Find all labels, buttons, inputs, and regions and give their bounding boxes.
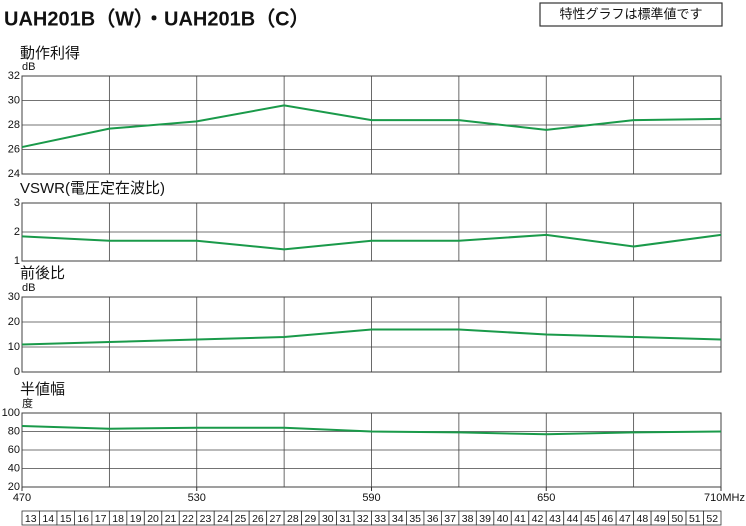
channel-label: 20: [147, 513, 159, 525]
channel-label: 35: [409, 513, 421, 525]
channel-label: 49: [654, 513, 666, 525]
y-tick-label: 28: [8, 119, 20, 131]
channel-label: 25: [235, 513, 247, 525]
channel-label: 48: [637, 513, 649, 525]
y-tick-label: 80: [8, 425, 20, 437]
x-tick-label: 710MHz: [704, 492, 745, 504]
data-line: [21, 328, 722, 346]
x-tick-label: 650: [537, 492, 555, 504]
y-tick-label: 10: [8, 341, 20, 353]
y-tick-label: 20: [8, 316, 20, 328]
data-line: [21, 233, 722, 251]
channel-label: 27: [270, 513, 282, 525]
x-tick-label: 470: [13, 492, 31, 504]
channel-label: 52: [706, 513, 718, 525]
channel-label: 37: [444, 513, 456, 525]
y-tick-label: 2: [14, 226, 20, 238]
channel-label: 38: [462, 513, 474, 525]
y-tick-label: 30: [8, 291, 20, 303]
channel-label: 36: [427, 513, 439, 525]
channel-label: 16: [77, 513, 89, 525]
channel-label: 41: [514, 513, 526, 525]
y-tick-label: 24: [8, 168, 20, 180]
channel-label: 39: [479, 513, 491, 525]
channel-label: 42: [532, 513, 544, 525]
channel-label: 32: [357, 513, 369, 525]
channel-label: 13: [25, 513, 37, 525]
channel-label: 14: [42, 513, 54, 525]
panel-title: VSWR(電圧定在波比): [20, 180, 165, 197]
y-tick-label: 3: [14, 197, 20, 209]
note: 特性グラフは標準値です: [559, 6, 702, 21]
channel-label: 19: [130, 513, 142, 525]
channel-label: 30: [322, 513, 334, 525]
channel-label: 50: [671, 513, 683, 525]
unit-label: dB: [22, 61, 35, 73]
channel-label: 21: [165, 513, 177, 525]
channel-label: 40: [497, 513, 509, 525]
channel-label: 18: [112, 513, 124, 525]
y-tick-label: 40: [8, 462, 20, 474]
channel-cell: [703, 510, 722, 526]
y-tick-label: 60: [8, 444, 20, 456]
channel-label: 22: [182, 513, 194, 525]
unit-label: 度: [22, 396, 33, 410]
channel-label: 44: [567, 513, 579, 525]
channel-label: 47: [619, 513, 631, 525]
note-box: [539, 2, 723, 27]
channel-label: 29: [304, 513, 316, 525]
channel-label: 17: [95, 513, 107, 525]
channel-label: 26: [252, 513, 264, 525]
y-tick-label: 100: [2, 407, 20, 419]
page-title: UAH201B（W）・UAH201B（C）: [4, 7, 310, 30]
y-tick-label: 1: [14, 255, 20, 267]
channel-label: 23: [200, 513, 212, 525]
y-tick-label: 30: [8, 94, 20, 106]
x-tick-label: 590: [362, 492, 380, 504]
channel-label: 31: [339, 513, 351, 525]
data-line: [21, 424, 722, 436]
panel-title: 動作利得: [20, 45, 80, 62]
channel-label: 51: [689, 513, 701, 525]
channel-label: 46: [602, 513, 614, 525]
y-tick-label: 20: [8, 481, 20, 493]
y-tick-label: 0: [14, 366, 20, 378]
channel-label: 15: [60, 513, 72, 525]
channel-label: 43: [549, 513, 561, 525]
panel-title: 前後比: [20, 265, 65, 282]
channel-label: 28: [287, 513, 299, 525]
x-tick-label: 530: [188, 492, 206, 504]
channel-label: 33: [374, 513, 386, 525]
channel-label: 45: [584, 513, 596, 525]
channel-label: 34: [392, 513, 404, 525]
channel-label: 24: [217, 513, 229, 525]
y-tick-label: 32: [8, 70, 20, 82]
y-tick-label: 26: [8, 143, 20, 155]
unit-label: dB: [22, 282, 35, 294]
panel-title: 半値幅: [20, 381, 65, 398]
data-line: [21, 104, 722, 149]
